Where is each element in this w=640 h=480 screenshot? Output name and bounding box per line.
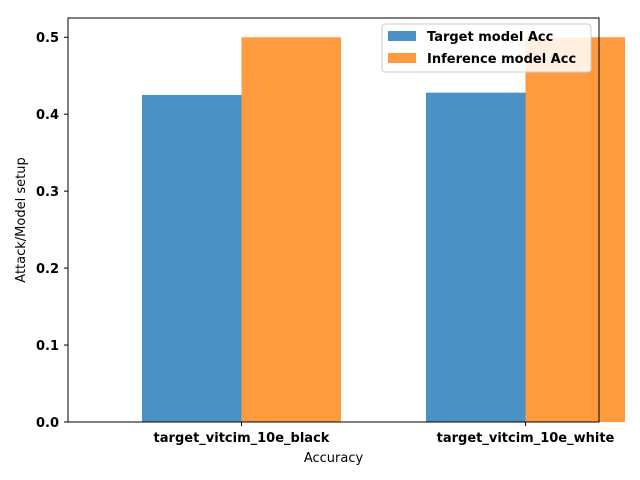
legend: Target model Acc Inference model Acc [381, 23, 592, 73]
x-axis-label: Accuracy [304, 451, 364, 466]
x-tick-label: target_vitcim_10e_black [154, 431, 330, 446]
x-axis: target_vitcim_10e_black target_vitcim_10e… [154, 422, 615, 446]
legend-label-target: Target model Acc [427, 30, 553, 45]
legend-swatch-target [388, 31, 416, 41]
bars-group [142, 37, 625, 423]
y-tick-label: 0.1 [36, 339, 59, 354]
y-tick-label: 0.4 [36, 108, 59, 123]
y-axis-label: Attack/Model setup [14, 157, 29, 282]
bar-target-1 [142, 94, 242, 422]
y-tick-label: 0.5 [36, 31, 59, 46]
legend-box [381, 23, 592, 73]
bar-target-2 [426, 92, 526, 423]
bar-inference-2 [525, 37, 625, 422]
y-tick-label: 0.3 [36, 185, 59, 200]
x-tick-label: target_vitcim_10e_white [437, 431, 615, 446]
y-tick-label: 0.0 [36, 416, 59, 431]
legend-swatch-inference [388, 53, 416, 63]
y-axis: 0.0 0.1 0.2 0.3 0.4 0.5 [36, 31, 68, 431]
plot-frame [67, 17, 600, 423]
legend-label-inference: Inference model Acc [427, 52, 576, 67]
bar-inference-1 [241, 37, 341, 422]
y-tick-label: 0.2 [36, 262, 59, 277]
